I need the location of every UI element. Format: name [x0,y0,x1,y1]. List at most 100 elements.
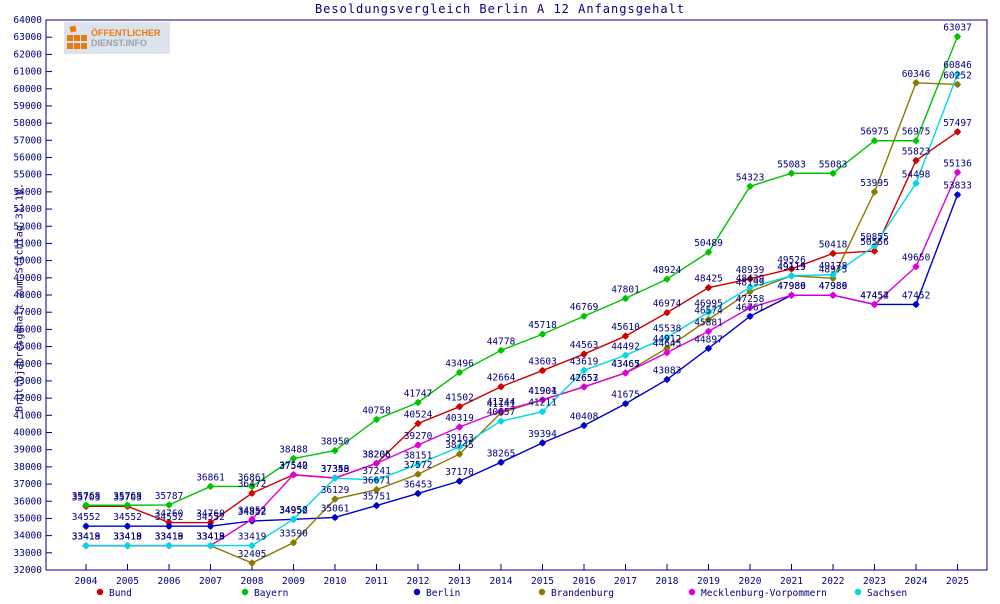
data-point-sachsen [249,542,255,549]
data-point-berlin [83,523,89,530]
chart-title: Besoldungsvergleich Berlin A 12 Anfangsg… [314,2,686,16]
point-label-sachsen: 54498 [902,169,931,180]
data-point-berlin [664,376,670,383]
point-label-berlin: 35061 [321,503,350,514]
point-label-berlin: 53833 [943,181,972,192]
point-label-mecklenburg-vorpommern: 33418 [72,532,101,543]
y-axis-tick-label: 40000 [13,428,42,439]
x-axis-tick-label: 2019 [697,576,720,587]
point-label-sachsen: 33419 [196,532,225,543]
y-axis-tick-label: 45000 [13,342,42,353]
point-label-bayern: 35768 [113,491,142,502]
point-label-bayern: 48924 [653,265,682,276]
data-point-berlin [332,514,338,521]
data-point-sachsen [581,367,587,374]
data-point-berlin [539,440,546,446]
y-axis-tick-label: 41000 [13,410,42,421]
y-axis-tick-label: 48000 [13,290,42,301]
data-point-bund [539,367,546,374]
y-axis-tick-label: 33000 [13,548,42,559]
point-label-brandenburg: 42657 [570,373,599,384]
legend-item-berlin: Berlin [413,588,460,599]
data-point-bund [913,157,919,164]
logo-squares-icon [67,25,87,50]
point-label-berlin: 46761 [736,302,765,313]
data-point-mecklenburg-vorpommern [539,396,546,403]
point-label-berlin: 40408 [570,411,599,422]
x-axis-tick-label: 2021 [780,576,803,587]
point-label-bayern: 35768 [72,491,101,502]
y-axis-tick-label: 50000 [13,256,42,267]
data-point-bayern [124,502,131,509]
y-axis-tick-label: 38000 [13,462,42,473]
x-axis-tick-label: 2025 [946,576,969,587]
point-label-berlin: 47986 [777,281,806,292]
data-point-bayern [207,483,214,490]
point-label-mecklenburg-vorpommern: 42653 [570,373,599,384]
data-point-brandenburg [664,345,670,351]
point-label-mecklenburg-vorpommern: 34952 [238,505,267,516]
x-axis-tick-label: 2011 [365,576,388,587]
point-label-sachsen: 33419 [113,532,142,543]
point-label-mecklenburg-vorpommern: 41244 [487,397,516,408]
point-label-bayern: 45718 [528,320,557,331]
legend-item-brandenburg: Brandenburg [538,588,614,599]
point-label-berlin: 34552 [155,512,184,523]
point-label-brandenburg: 41141 [487,399,516,410]
legend-label: Sachsen [867,588,907,599]
site-logo[interactable]: ÖFFENTLICHER DIENST.INFO [64,22,170,54]
x-axis-tick-label: 2006 [158,576,181,587]
point-label-sachsen: 60846 [943,60,972,71]
x-axis-tick-label: 2018 [656,576,679,587]
data-point-bayern [373,416,380,423]
data-point-bayern [913,137,919,144]
x-axis-tick-label: 2010 [324,576,347,587]
data-point-bund [622,333,629,339]
y-axis-tick-label: 64000 [13,15,42,26]
x-axis-tick-label: 2023 [863,576,886,587]
data-point-sachsen [415,461,421,468]
point-label-bund: 48939 [736,265,765,276]
data-point-mecklenburg-vorpommern [249,516,255,523]
data-point-mecklenburg-vorpommern [498,408,504,415]
point-label-bund: 42664 [487,373,516,384]
data-point-brandenburg [705,316,712,323]
point-label-berlin: 34852 [238,507,267,518]
point-label-brandenburg: 33590 [279,529,308,540]
point-label-bund: 49526 [777,255,806,266]
x-axis-tick-label: 2020 [739,576,762,587]
data-point-brandenburg [747,288,753,295]
y-axis-tick-label: 62000 [13,49,42,60]
data-point-berlin [705,345,712,352]
point-label-bayern: 44778 [487,336,516,347]
y-axis-tick-label: 35000 [13,513,42,524]
point-label-bund: 36472 [238,479,267,490]
y-axis-tick-label: 32000 [13,565,42,576]
point-label-berlin: 44897 [694,334,723,345]
data-point-mecklenburg-vorpommern [747,304,753,311]
y-axis-tick-label: 61000 [13,67,42,78]
point-label-bayern: 50489 [694,238,723,249]
x-axis-tick-label: 2012 [407,576,430,587]
point-label-bund: 48425 [694,274,723,285]
point-label-berlin: 43083 [653,366,682,377]
point-label-sachsen: 46995 [694,298,723,309]
point-label-sachsen: 44492 [611,341,640,352]
x-axis-tick-label: 2013 [448,576,471,587]
x-axis-tick-label: 2004 [75,576,98,587]
data-point-mecklenburg-vorpommern [913,263,919,270]
point-label-mecklenburg-vorpommern: 47989 [777,281,806,292]
legend-item-bund: Bund [96,588,132,599]
y-axis-tick-label: 58000 [13,118,42,129]
point-label-sachsen: 43619 [570,356,599,367]
series-line-brandenburg [86,82,958,564]
data-point-berlin [954,191,961,198]
point-label-berlin: 35751 [362,492,391,503]
data-point-sachsen [83,542,89,549]
point-label-sachsen: 49115 [777,262,806,273]
y-axis-tick-label: 46000 [13,324,42,335]
data-point-mecklenburg-vorpommern [954,169,961,176]
legend-label: Brandenburg [551,588,614,599]
x-axis-tick-label: 2005 [116,576,139,587]
data-point-sachsen [166,542,172,549]
